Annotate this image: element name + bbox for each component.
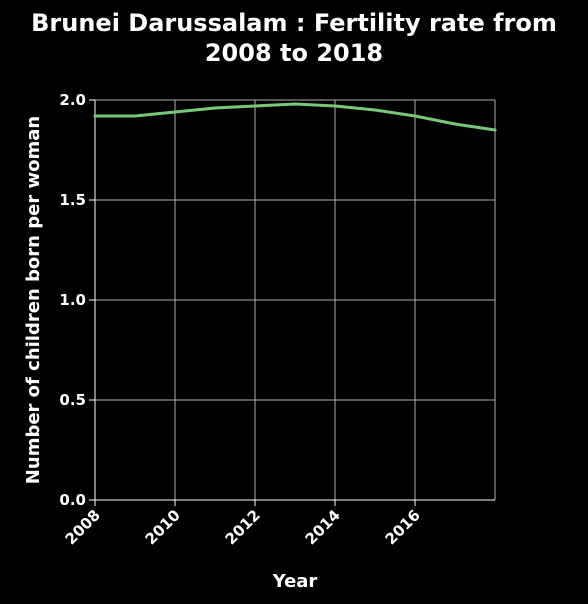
y-tick-label: 2.0 (59, 91, 86, 109)
data-point (373, 108, 377, 112)
data-point (93, 114, 97, 118)
data-point (133, 114, 137, 118)
series-lines (93, 102, 497, 132)
data-point (413, 114, 417, 118)
data-point (213, 106, 217, 110)
x-axis-label: Year (272, 571, 318, 592)
y-axis-label: Number of children born per woman (23, 116, 44, 484)
chart-title-line-2: 2008 to 2018 (205, 39, 383, 67)
data-point (453, 122, 457, 126)
y-tick-label: 0.5 (59, 391, 86, 409)
chart-title-line-1: Brunei Darussalam : Fertility rate from (31, 9, 557, 37)
data-point (253, 104, 257, 108)
y-tick-label: 1.5 (59, 191, 86, 209)
data-point (293, 102, 297, 106)
grid (94, 99, 496, 501)
data-point (173, 110, 177, 114)
data-point (333, 104, 337, 108)
data-point (493, 128, 497, 132)
y-tick-label: 1.0 (59, 291, 86, 309)
y-tick-label: 0.0 (59, 491, 86, 509)
